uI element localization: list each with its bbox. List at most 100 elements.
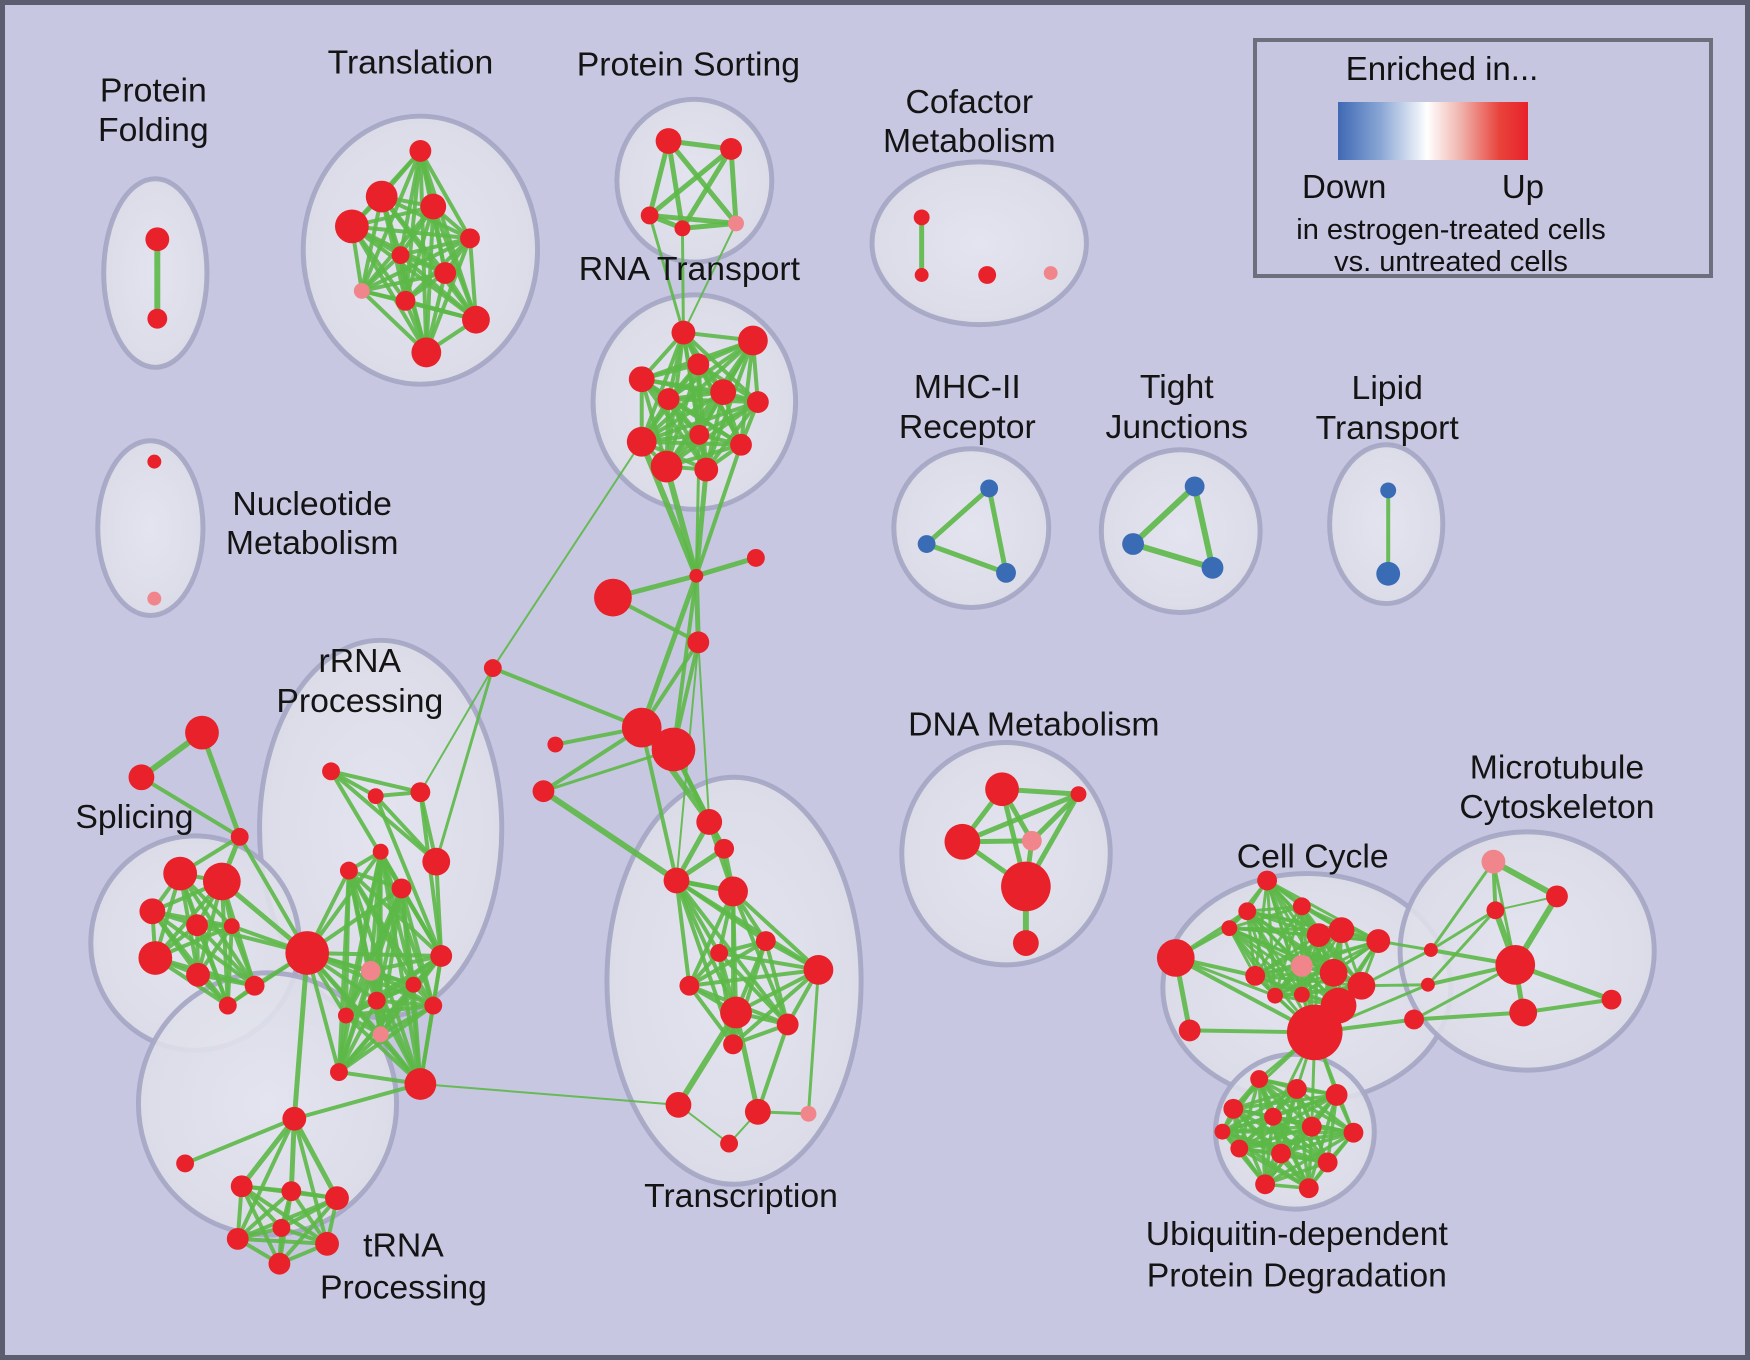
gene-set-node <box>1184 476 1205 497</box>
gene-set-node <box>1404 1009 1424 1030</box>
edge <box>292 1116 330 1246</box>
gene-set-node <box>409 140 432 162</box>
gene-set-node <box>720 1134 739 1153</box>
edge <box>235 1116 297 1241</box>
gene-set-node <box>744 1098 771 1125</box>
gene-set-node <box>687 353 710 376</box>
legend-scale-labels: Down Up <box>1302 168 1544 206</box>
edge <box>1263 1160 1330 1187</box>
edge <box>292 1082 423 1121</box>
gene-set-node <box>367 991 386 1010</box>
cluster-ellipse-cofactor-metabolism <box>869 159 1089 328</box>
gene-set-node <box>1306 923 1331 948</box>
gene-set-node <box>1546 885 1568 908</box>
gene-set-node <box>230 827 249 846</box>
edge <box>639 725 679 883</box>
gene-set-node <box>1271 1143 1291 1164</box>
gene-set-node <box>1366 929 1391 953</box>
gene-set-node <box>657 388 680 410</box>
edge <box>343 1013 423 1086</box>
gene-set-node <box>626 426 657 457</box>
gene-set-node <box>325 1186 349 1211</box>
gene-set-node <box>1509 998 1538 1027</box>
edge <box>1412 1010 1526 1022</box>
gene-set-node <box>223 918 240 935</box>
gene-set-node <box>1156 939 1195 977</box>
edge <box>399 886 416 987</box>
gene-set-node <box>420 193 447 220</box>
edge <box>1429 860 1495 952</box>
edge <box>733 1010 761 1115</box>
gene-set-node <box>640 206 659 225</box>
edge <box>647 146 734 218</box>
edge <box>1253 974 1363 988</box>
edge <box>674 878 692 988</box>
gene-set-node <box>322 762 340 781</box>
edge <box>807 968 820 1116</box>
gene-set-node <box>776 1013 799 1036</box>
gene-set-node <box>405 976 422 993</box>
edge <box>639 439 743 447</box>
gene-set-node <box>746 391 769 413</box>
edge <box>1490 858 1560 900</box>
edge <box>682 222 738 334</box>
legend-caption-line2: vs. untreated cells <box>1334 246 1568 278</box>
legend-gradient-bar <box>1338 102 1528 160</box>
gene-set-node <box>1012 930 1039 956</box>
gene-set-node <box>1043 266 1058 280</box>
gene-set-node <box>365 180 398 213</box>
edge <box>336 868 351 1075</box>
gene-set-node <box>665 1091 692 1118</box>
edge <box>679 220 739 231</box>
edge <box>277 1196 339 1266</box>
edge <box>434 859 444 958</box>
cluster-label-translation: Translation <box>328 43 494 81</box>
edge <box>717 950 821 972</box>
cluster-ellipse-nucleotide-metabolism <box>95 438 206 618</box>
cluster-label-dna-metabolism: DNA Metabolism <box>908 706 1159 744</box>
edge <box>693 555 759 579</box>
cluster-ellipse-tight-junctions <box>1098 447 1263 615</box>
gene-set-node <box>147 308 168 329</box>
cluster-ellipse-mhc-ii-receptor <box>891 446 1052 611</box>
cluster-label-cofactor-metabolism: Metabolism <box>883 122 1056 160</box>
legend-box: Enriched in... Down Up in estrogen-treat… <box>1253 38 1713 278</box>
edge <box>1191 483 1216 571</box>
edge <box>1521 997 1614 1015</box>
edge <box>349 224 472 241</box>
gene-set-node <box>244 975 265 996</box>
gene-set-node <box>315 1231 339 1256</box>
edge <box>694 442 743 578</box>
gene-set-node <box>395 290 416 311</box>
gene-set-node <box>422 847 451 876</box>
gene-set-node <box>1495 945 1536 985</box>
cluster-ellipse-dna-metabolism <box>899 740 1113 968</box>
gene-set-node <box>404 1068 437 1100</box>
network-nodes <box>128 128 1622 1275</box>
gene-set-node <box>483 659 502 678</box>
cluster-label-lipid-transport: Transport <box>1316 409 1460 447</box>
cluster-label-nucleotide-metabolism: Nucleotide <box>232 485 391 523</box>
gene-set-node <box>434 262 457 284</box>
cluster-label-splicing: Splicing <box>75 798 193 836</box>
gene-set-node <box>696 809 723 835</box>
gene-set-node <box>147 454 162 469</box>
edge <box>639 400 760 444</box>
edge <box>343 953 444 1018</box>
edge <box>434 666 495 864</box>
edge <box>237 834 310 955</box>
edge <box>239 1116 297 1189</box>
gene-set-node <box>391 878 412 899</box>
gene-set-node <box>272 1219 291 1237</box>
edge <box>694 433 701 578</box>
edge <box>239 1184 282 1266</box>
gene-set-node <box>339 861 358 880</box>
gene-set-node <box>410 782 431 803</box>
gene-set-node <box>1423 943 1438 957</box>
edge <box>728 146 739 226</box>
edge <box>687 967 821 988</box>
edge <box>399 886 444 958</box>
cluster-label-microtubule-cytoskeleton: Microtubule <box>1470 748 1644 786</box>
gene-set-node <box>1320 987 1357 1024</box>
gene-set-node <box>138 941 173 975</box>
